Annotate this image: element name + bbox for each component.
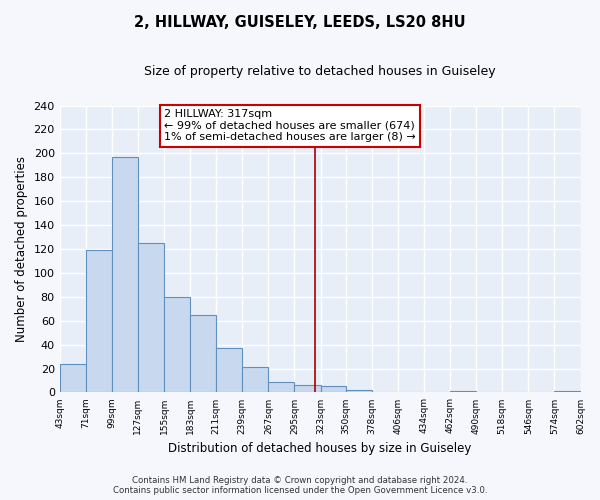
Bar	[59, 364, 86, 392]
Y-axis label: Number of detached properties: Number of detached properties	[15, 156, 28, 342]
Text: Contains HM Land Registry data © Crown copyright and database right 2024.
Contai: Contains HM Land Registry data © Crown c…	[113, 476, 487, 495]
Bar	[112, 157, 138, 392]
Title: Size of property relative to detached houses in Guiseley: Size of property relative to detached ho…	[144, 65, 496, 78]
Bar	[190, 314, 216, 392]
Bar	[86, 250, 112, 392]
Text: 2, HILLWAY, GUISELEY, LEEDS, LS20 8HU: 2, HILLWAY, GUISELEY, LEEDS, LS20 8HU	[134, 15, 466, 30]
Bar	[295, 386, 320, 392]
Bar	[554, 391, 581, 392]
Bar	[216, 348, 242, 393]
Bar	[268, 382, 295, 392]
Bar	[242, 368, 268, 392]
Text: 2 HILLWAY: 317sqm
← 99% of detached houses are smaller (674)
1% of semi-detached: 2 HILLWAY: 317sqm ← 99% of detached hous…	[164, 109, 416, 142]
X-axis label: Distribution of detached houses by size in Guiseley: Distribution of detached houses by size …	[169, 442, 472, 455]
Bar	[450, 391, 476, 392]
Bar	[346, 390, 372, 392]
Bar	[320, 386, 346, 392]
Bar	[164, 297, 190, 392]
Bar	[138, 243, 164, 392]
